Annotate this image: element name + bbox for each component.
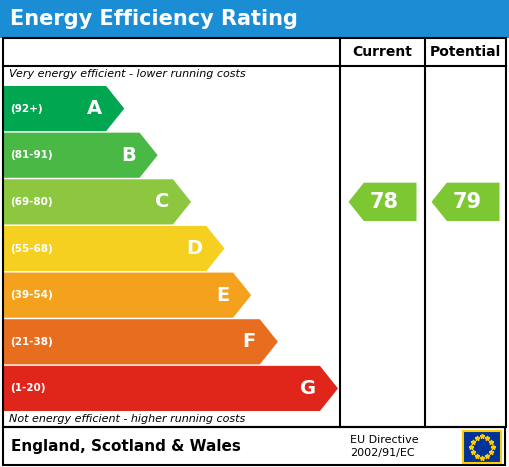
Text: D: D bbox=[186, 239, 203, 258]
Text: (39-54): (39-54) bbox=[10, 290, 53, 300]
Bar bbox=[3, 38, 506, 427]
Bar bbox=[3, 427, 505, 465]
Text: (21-38): (21-38) bbox=[10, 337, 53, 347]
Bar bbox=[0, 0, 509, 38]
Text: (69-80): (69-80) bbox=[10, 197, 52, 207]
Polygon shape bbox=[4, 86, 124, 131]
Text: B: B bbox=[121, 146, 135, 165]
Text: F: F bbox=[243, 333, 256, 351]
Text: E: E bbox=[216, 286, 229, 304]
Text: EU Directive: EU Directive bbox=[350, 435, 418, 445]
Text: Very energy efficient - lower running costs: Very energy efficient - lower running co… bbox=[9, 69, 246, 79]
Text: A: A bbox=[87, 99, 102, 118]
Text: C: C bbox=[155, 192, 169, 212]
Text: Energy Efficiency Rating: Energy Efficiency Rating bbox=[10, 9, 298, 29]
Text: (55-68): (55-68) bbox=[10, 243, 53, 254]
Polygon shape bbox=[4, 319, 278, 364]
Polygon shape bbox=[4, 366, 338, 411]
Text: 79: 79 bbox=[453, 192, 482, 212]
Text: (92+): (92+) bbox=[10, 104, 43, 113]
Polygon shape bbox=[4, 179, 191, 225]
Polygon shape bbox=[4, 133, 158, 178]
Polygon shape bbox=[4, 273, 251, 318]
Text: G: G bbox=[300, 379, 316, 398]
Polygon shape bbox=[349, 183, 416, 221]
Text: Current: Current bbox=[353, 45, 412, 59]
Text: 2002/91/EC: 2002/91/EC bbox=[350, 448, 415, 458]
Polygon shape bbox=[4, 226, 224, 271]
Text: England, Scotland & Wales: England, Scotland & Wales bbox=[11, 439, 241, 453]
Text: Potential: Potential bbox=[430, 45, 501, 59]
Bar bbox=[463, 431, 501, 463]
Text: (81-91): (81-91) bbox=[10, 150, 52, 160]
Polygon shape bbox=[432, 183, 499, 221]
Text: Not energy efficient - higher running costs: Not energy efficient - higher running co… bbox=[9, 414, 245, 424]
Text: (1-20): (1-20) bbox=[10, 383, 45, 393]
Text: 78: 78 bbox=[370, 192, 399, 212]
